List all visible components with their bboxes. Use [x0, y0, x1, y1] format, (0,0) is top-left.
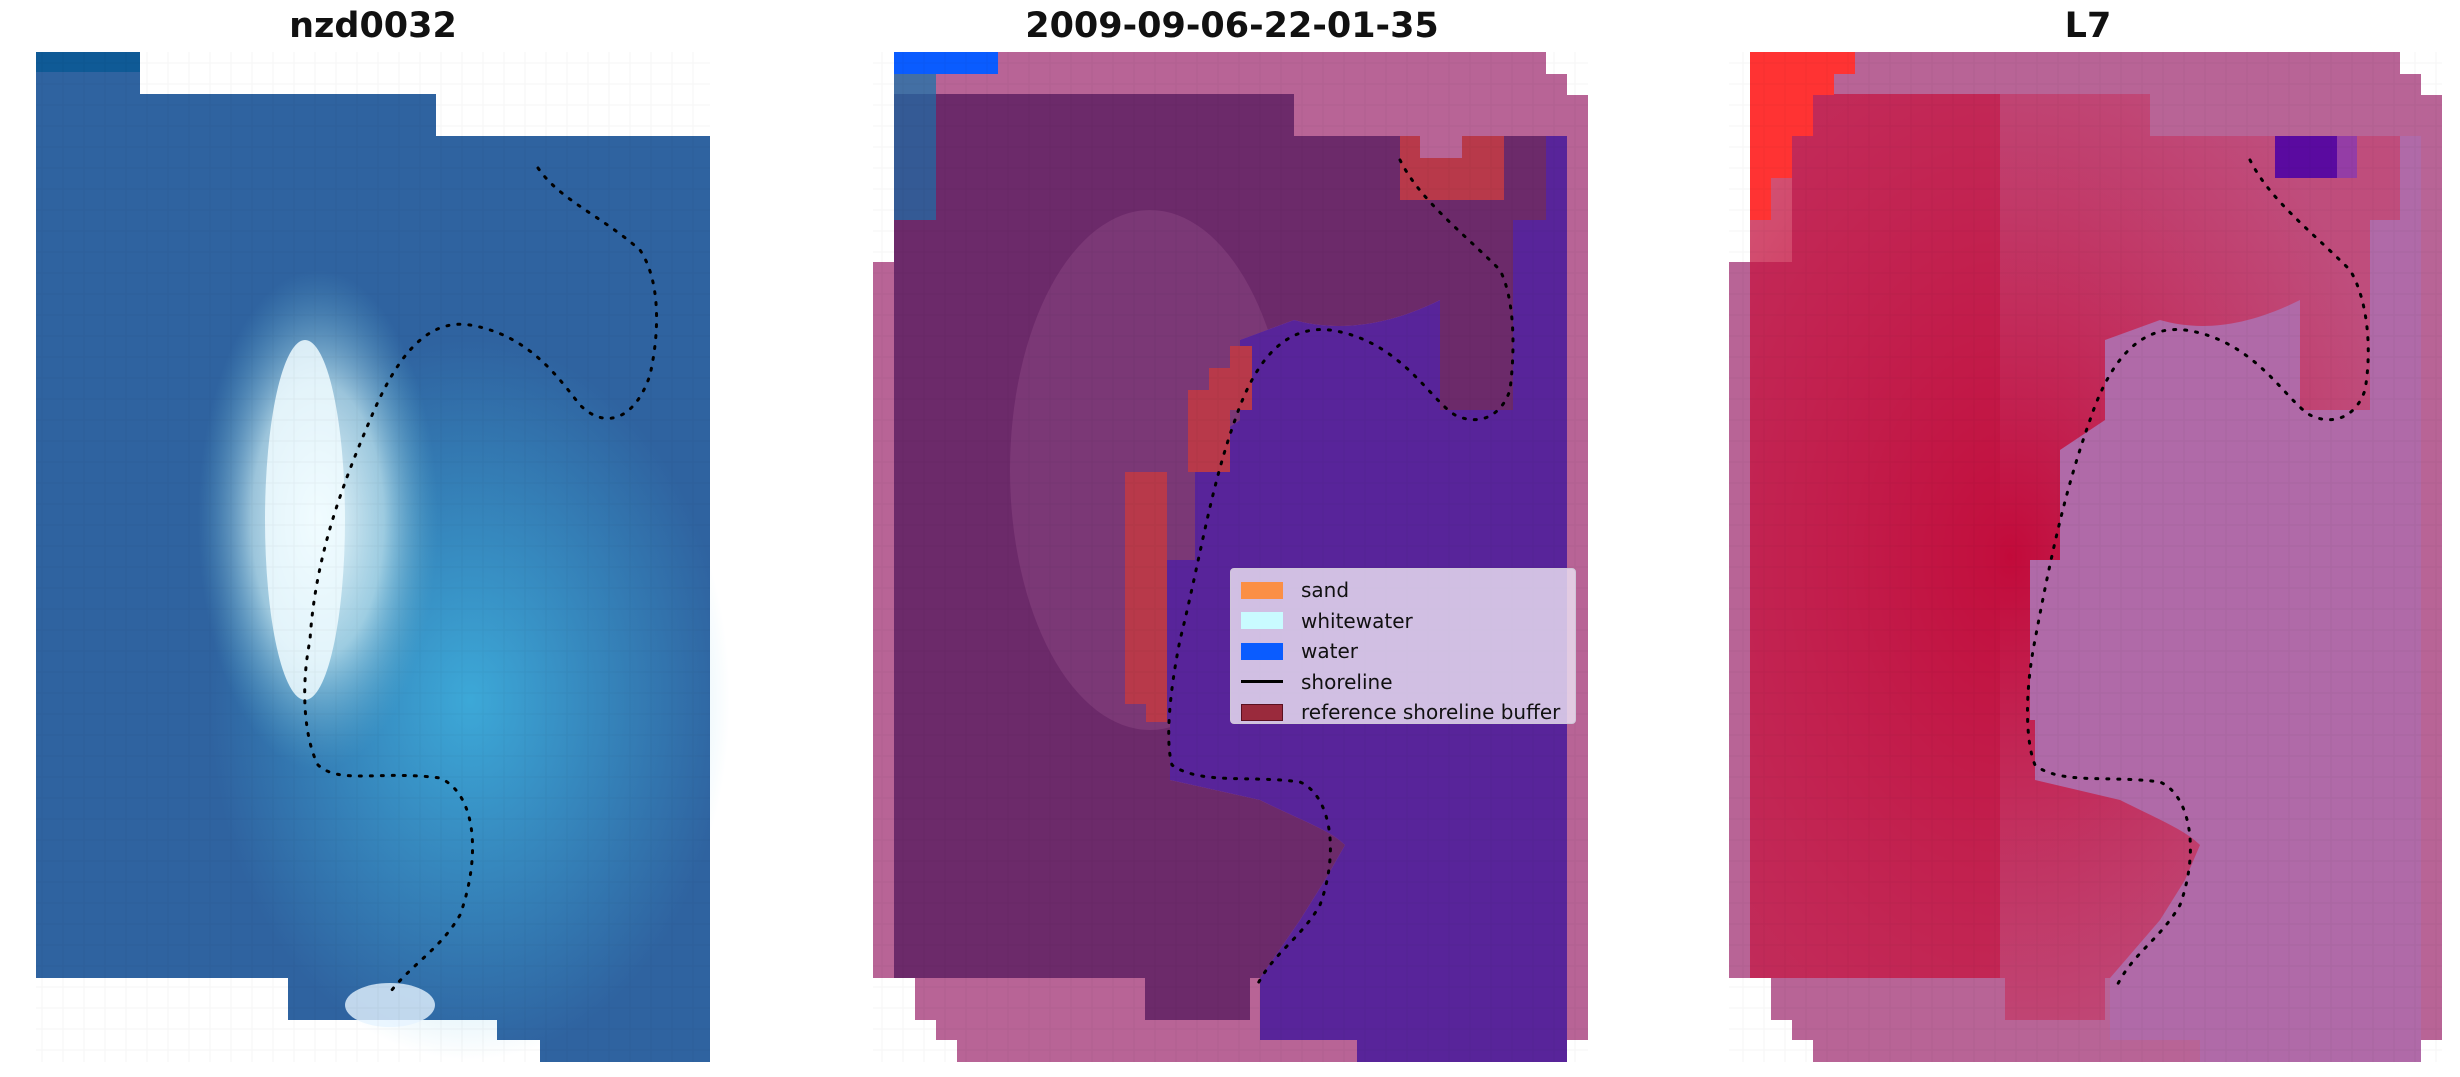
- legend-item-shoreline: shoreline: [1241, 667, 1565, 698]
- legend-label: sand: [1301, 578, 1350, 603]
- buffer-swatch: [1241, 703, 1283, 721]
- rgb-shoreline: [303, 166, 659, 997]
- sand-swatch: [1241, 581, 1283, 599]
- rgb-image-panel: [36, 52, 730, 1062]
- panel-title-classification: 2009-09-06-22-01-35: [1025, 6, 1439, 46]
- class-shoreline: [1167, 158, 1515, 992]
- legend-label: reference shoreline buffer: [1301, 700, 1561, 725]
- index-shoreline: [2026, 158, 2370, 992]
- classification-legend: sand whitewater water shoreline referenc…: [1230, 568, 1576, 724]
- legend-item-buffer: reference shoreline buffer: [1241, 697, 1565, 728]
- legend-label: shoreline: [1301, 669, 1393, 694]
- legend-item-sand: sand: [1241, 575, 1565, 606]
- panel-title-index: L7: [2064, 6, 2112, 46]
- index-panel: [1729, 52, 2442, 1062]
- legend-item-whitewater: whitewater: [1241, 606, 1565, 637]
- legend-label: water: [1301, 639, 1358, 664]
- classification-panel: [873, 52, 1588, 1062]
- legend-label: whitewater: [1301, 608, 1413, 633]
- panel-title-rgb: nzd0032: [289, 6, 457, 46]
- water-swatch: [1241, 642, 1283, 660]
- whitewater-swatch: [1241, 612, 1283, 630]
- shoreline-line-sample: [1241, 680, 1283, 684]
- legend-item-water: water: [1241, 636, 1565, 667]
